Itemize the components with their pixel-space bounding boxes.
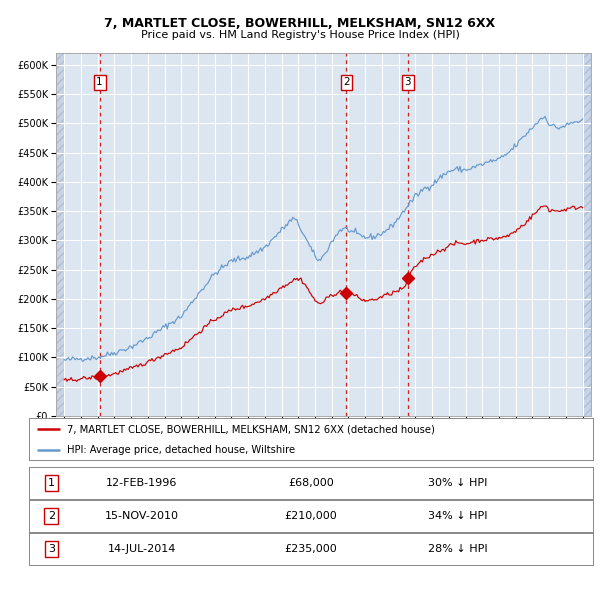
Text: 7, MARTLET CLOSE, BOWERHILL, MELKSHAM, SN12 6XX (detached house): 7, MARTLET CLOSE, BOWERHILL, MELKSHAM, S… — [67, 424, 435, 434]
Text: 14-JUL-2014: 14-JUL-2014 — [107, 544, 176, 554]
Text: £210,000: £210,000 — [284, 511, 337, 521]
Text: 3: 3 — [48, 544, 55, 554]
Text: Price paid vs. HM Land Registry's House Price Index (HPI): Price paid vs. HM Land Registry's House … — [140, 30, 460, 40]
Text: 1: 1 — [97, 77, 103, 87]
Text: 34% ↓ HPI: 34% ↓ HPI — [428, 511, 487, 521]
Text: £68,000: £68,000 — [288, 478, 334, 488]
Bar — [583, 53, 591, 416]
Text: £235,000: £235,000 — [284, 544, 337, 554]
Text: 15-NOV-2010: 15-NOV-2010 — [104, 511, 179, 521]
Text: 7, MARTLET CLOSE, BOWERHILL, MELKSHAM, SN12 6XX: 7, MARTLET CLOSE, BOWERHILL, MELKSHAM, S… — [104, 17, 496, 30]
Text: 28% ↓ HPI: 28% ↓ HPI — [428, 544, 487, 554]
Text: 3: 3 — [404, 77, 411, 87]
Text: 30% ↓ HPI: 30% ↓ HPI — [428, 478, 487, 488]
Text: 12-FEB-1996: 12-FEB-1996 — [106, 478, 177, 488]
Text: 2: 2 — [48, 511, 55, 521]
Bar — [56, 53, 64, 416]
Text: HPI: Average price, detached house, Wiltshire: HPI: Average price, detached house, Wilt… — [67, 445, 295, 454]
Text: 1: 1 — [48, 478, 55, 488]
Text: 2: 2 — [343, 77, 350, 87]
